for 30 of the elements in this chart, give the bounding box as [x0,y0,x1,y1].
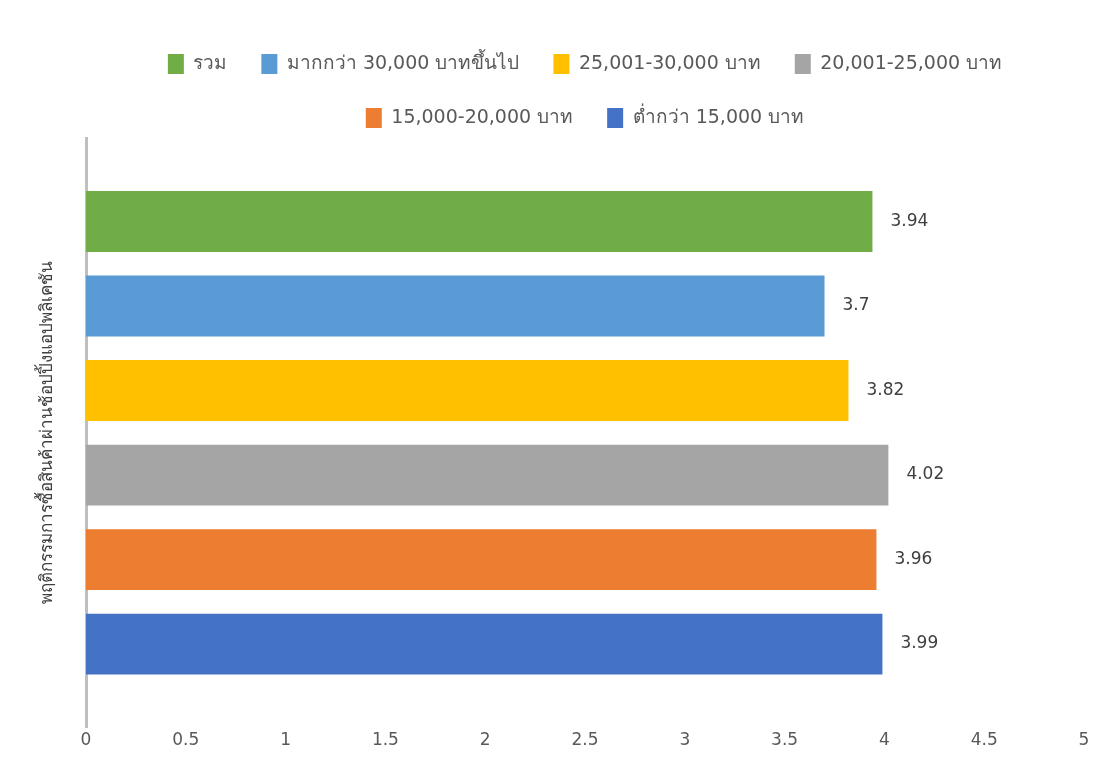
bar [86,444,889,506]
x-tick-label: 3 [679,729,691,750]
x-tick-label: 0 [80,729,92,750]
legend-label: 15,000-20,000 บาท [391,104,574,127]
bar [86,275,825,337]
legend-label: มากกว่า 30,000 บาทขึ้นไป [286,48,520,73]
data-label: 3.99 [900,632,939,653]
data-label: 3.7 [842,294,870,315]
bar [86,529,877,590]
y-tick-label: พฤติกรรมการซื้อสินค้าผ่านช้อปปิ้งแอปพลิเคชัน [34,261,57,605]
bar [86,613,883,675]
x-tick-label: 1 [280,729,292,750]
legend-label: 25,001-30,000 บาท [578,50,761,73]
bar [86,191,873,252]
data-label: 3.96 [894,547,933,568]
data-label: 3.94 [890,209,929,230]
bar [86,360,849,421]
x-tick-label: 4.5 [970,729,998,750]
x-tick-label: 1.5 [371,729,399,750]
x-tick-label: 2.5 [571,729,599,750]
x-tick-label: 3.5 [771,729,799,750]
x-tick-label: 4 [878,729,890,750]
data-label: 3.82 [866,378,905,399]
legend-label: ต่ำกว่า 15,000 บาท [632,102,805,127]
legend-label: รวม [193,50,228,73]
x-tick-label: 5 [1078,729,1090,750]
legend-label: 20,001-25,000 บาท [820,50,1003,73]
data-label: 4.02 [906,463,945,484]
x-tick-label: 0.5 [172,729,200,750]
x-tick-label: 2 [479,729,491,750]
